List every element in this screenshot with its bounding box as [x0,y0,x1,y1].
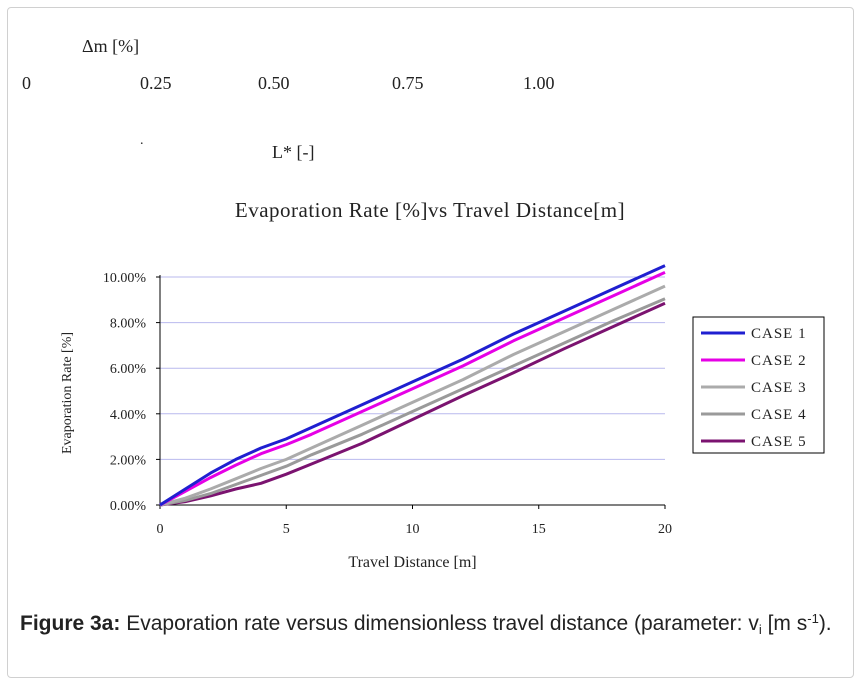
caption-text: Evaporation rate versus dimensionless tr… [126,612,743,635]
legend-box [692,316,825,454]
stray-dot-mark: . [140,133,144,148]
top-axis-tick-label: 0.25 [140,73,172,93]
caption-unit-open: [m s [767,612,808,635]
x-tick-label: 0 [157,522,164,537]
caption-v: v [748,612,759,635]
caption-unit-close: ). [818,612,832,635]
y-tick-label: 10.00% [103,271,147,286]
legend-label: CASE 4 [751,407,807,423]
caption-subscript: i [758,622,762,637]
legend-label: CASE 2 [751,353,807,369]
series-line-case-1 [159,264,666,507]
x-tick-label: 20 [658,522,672,537]
x-axis-label: Travel Distance [m] [348,554,476,571]
legend-label: CASE 5 [751,434,807,450]
legend-label: CASE 3 [751,380,807,396]
caption-label: Figure 3a: [20,612,121,635]
series-line-case-2 [159,271,666,507]
delta-m-axis-label: Δm [%] [82,36,140,56]
chart-area: 0.00% 2.00% 4.00% 6.00% 8.00% 10.00% 0 5 10 15 20 T… [60,264,825,571]
l-star-axis-label: L* [-] [272,142,315,162]
x-tick-label: 15 [532,522,546,537]
x-tick-label: 5 [283,522,290,537]
y-axis-label: Evaporation Rate [%] [60,332,75,454]
y-tick-label: 2.00% [110,453,147,468]
y-tick-label: 0.00% [110,499,147,514]
y-tick-label: 4.00% [110,408,147,423]
top-axis-tick-label: 0 [22,73,31,93]
legend-label: CASE 1 [751,326,807,342]
series-line-case-3 [159,284,666,507]
top-axis-tick-label: 1.00 [523,73,555,93]
figure-caption: Figure 3a: Evaporation rate versus dimen… [20,604,840,644]
series-line-case-4 [159,297,666,507]
chart-title: Evaporation Rate [%]vs Travel Distance[m… [234,198,626,222]
caption-superscript: -1 [807,611,819,626]
figure-frame [7,7,854,678]
series-line-case-5 [159,301,666,507]
x-tick-label: 10 [406,522,420,537]
top-axis-tick-label: 0.50 [258,73,290,93]
y-tick-label: 6.00% [110,362,147,377]
top-axis-tick-label: 0.75 [392,73,424,93]
y-tick-label: 8.00% [110,317,147,332]
